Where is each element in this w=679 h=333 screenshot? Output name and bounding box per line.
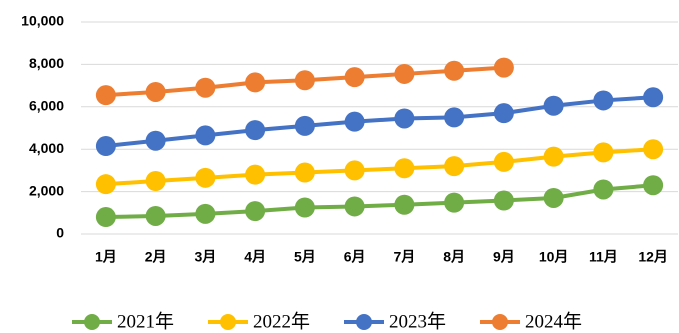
legend-label: 2023年 (389, 310, 446, 332)
legend-marker (356, 314, 372, 330)
x-tick-label: 2月 (145, 249, 167, 265)
data-point (643, 139, 664, 160)
data-point (643, 87, 664, 108)
x-tick-label: 6月 (344, 249, 366, 265)
data-point (344, 196, 365, 217)
legend-marker (492, 314, 508, 330)
data-point (543, 95, 564, 116)
data-point (543, 146, 564, 167)
data-point (95, 136, 116, 157)
legend-marker (220, 314, 236, 330)
data-point (394, 63, 415, 84)
data-point (245, 120, 266, 141)
data-point (344, 111, 365, 132)
x-tick-label: 4月 (244, 249, 266, 265)
y-tick-label: 2,000 (29, 182, 64, 198)
legend-label: 2022年 (253, 310, 310, 332)
data-point (493, 103, 514, 124)
data-point (294, 197, 315, 218)
x-tick-label: 9月 (493, 249, 515, 265)
data-point (593, 179, 614, 200)
data-point (444, 192, 465, 213)
y-tick-label: 4,000 (29, 140, 64, 156)
data-point (195, 167, 216, 188)
data-point (493, 57, 514, 78)
data-point (394, 108, 415, 129)
data-point (344, 67, 365, 88)
data-point (245, 201, 266, 222)
data-point (593, 90, 614, 111)
y-tick-label: 8,000 (29, 55, 64, 71)
legend-label: 2024年 (525, 310, 582, 332)
data-point (95, 207, 116, 228)
data-point (444, 156, 465, 177)
legend-marker (84, 314, 100, 330)
data-point (145, 205, 166, 226)
data-point (245, 72, 266, 93)
data-point (294, 115, 315, 136)
x-tick-label: 3月 (194, 249, 216, 265)
x-tick-label: 5月 (294, 249, 316, 265)
x-tick-label: 1月 (95, 249, 117, 265)
data-point (195, 203, 216, 224)
data-point (493, 151, 514, 172)
data-point (195, 125, 216, 146)
y-tick-label: 10,000 (21, 13, 64, 29)
data-point (493, 190, 514, 211)
data-point (195, 77, 216, 98)
data-point (643, 175, 664, 196)
legend-label: 2021年 (117, 310, 174, 332)
series-line (105, 183, 654, 220)
x-tick-label: 12月 (638, 249, 668, 265)
data-point (245, 164, 266, 185)
data-point (95, 174, 116, 195)
x-tick-label: 10月 (539, 249, 569, 265)
data-point (145, 130, 166, 151)
data-point (593, 142, 614, 163)
data-point (543, 187, 564, 208)
y-tick-label: 0 (56, 225, 64, 241)
data-point (145, 81, 166, 102)
x-tick-label: 7月 (393, 249, 415, 265)
data-point (95, 85, 116, 106)
series-line (105, 147, 654, 187)
y-tick-label: 6,000 (29, 98, 64, 114)
data-point (294, 70, 315, 91)
data-point (444, 60, 465, 81)
data-point (394, 194, 415, 215)
data-point (444, 107, 465, 128)
series-line (105, 95, 654, 149)
data-point (394, 158, 415, 179)
data-point (145, 171, 166, 191)
data-point (294, 162, 315, 183)
x-tick-label: 8月 (443, 249, 465, 265)
data-point (344, 160, 365, 181)
x-tick-label: 11月 (589, 249, 618, 265)
